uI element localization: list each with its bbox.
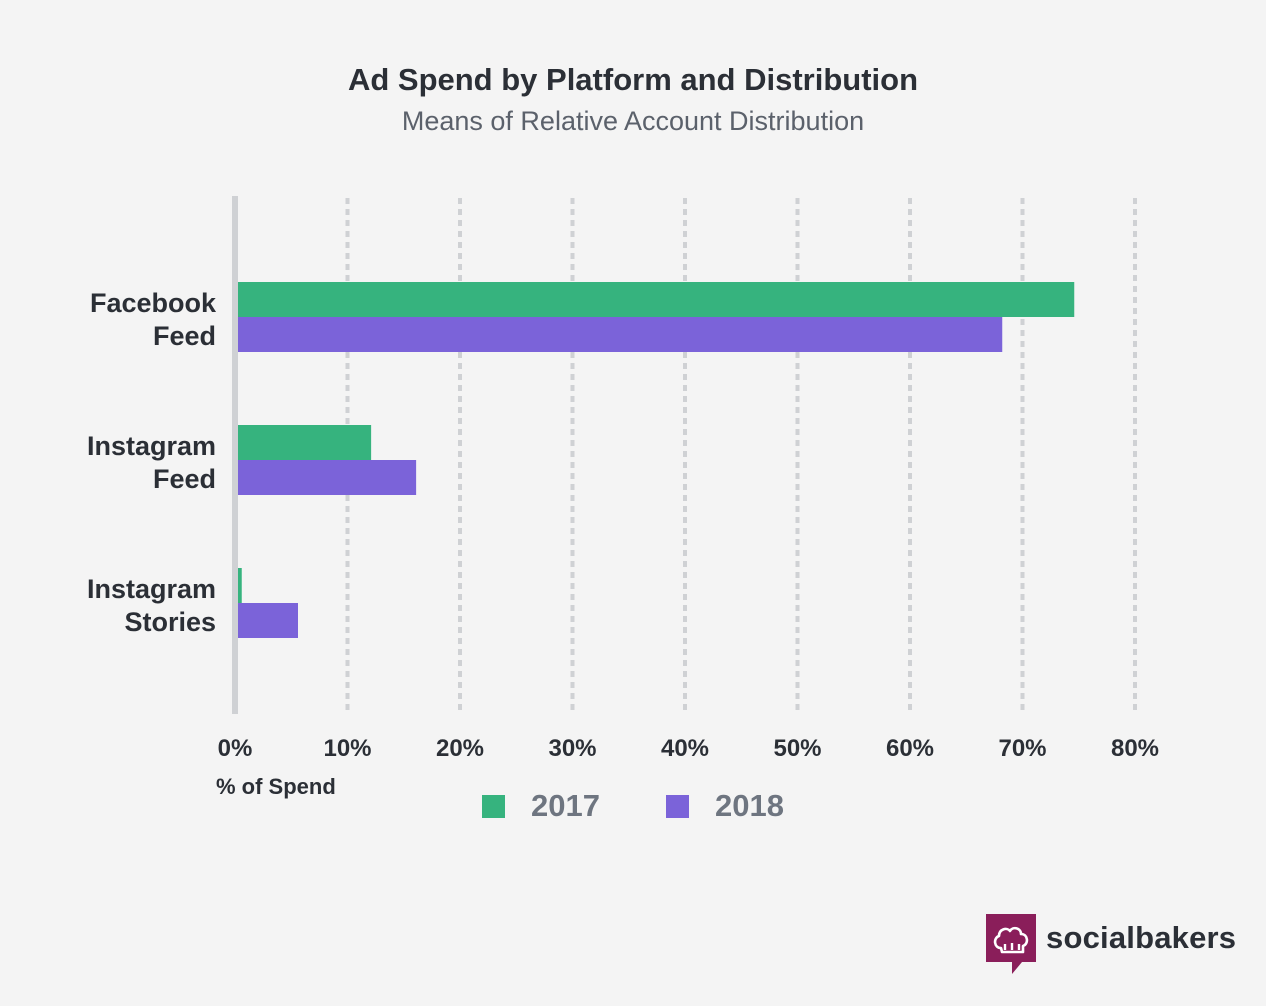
category-label-line: Stories (124, 607, 216, 637)
chart-title: Ad Spend by Platform and Distribution (347, 62, 919, 97)
x-tick-label: 40% (661, 735, 709, 762)
chart-subtitle: Means of Relative Account Distribution (401, 106, 865, 136)
bar-2017[interactable] (238, 282, 1075, 317)
x-axis-label: % of Spend (216, 774, 336, 799)
legend-label-2017: 2017 (531, 788, 600, 823)
category-label: Instagram Feed (87, 431, 216, 494)
chef-hat-icon (986, 914, 1036, 974)
legend: 2017 2018 (0, 788, 1266, 824)
category-label-line: Instagram (87, 574, 216, 604)
bar-2018[interactable] (238, 317, 1003, 352)
brand-name: socialbakers (1046, 920, 1237, 955)
category-label: Instagram Stories (87, 574, 216, 637)
category-label-line: Instagram (87, 431, 216, 461)
x-tick-label: 0% (218, 735, 253, 762)
legend-item-2017[interactable]: 2017 (482, 788, 600, 824)
legend-swatch-2018 (666, 794, 689, 818)
x-tick-label: 20% (436, 735, 484, 762)
category-label-line: Feed (153, 464, 216, 494)
x-tick-label: 60% (886, 735, 934, 762)
legend-item-2018[interactable]: 2018 (666, 788, 784, 824)
x-tick-label: 70% (998, 735, 1046, 762)
bar-2018[interactable] (238, 603, 298, 638)
brand-logo: socialbakers (986, 914, 1236, 976)
x-tick-label: 10% (323, 735, 371, 762)
category-label-line: Feed (153, 321, 216, 351)
category-label-line: Facebook (90, 288, 217, 318)
bars (238, 282, 1075, 638)
legend-swatch-2017 (482, 794, 506, 818)
x-tick-labels: 0% 10% 20% 30% 40% 50% 60% 70% 80% (218, 735, 1159, 762)
bar-2018[interactable] (238, 460, 417, 495)
x-tick-label: 30% (548, 735, 596, 762)
y-axis-line (232, 196, 238, 714)
grid-lines (345, 198, 1137, 712)
bar-2017[interactable] (238, 425, 372, 460)
x-tick-label: 80% (1111, 735, 1159, 762)
category-label: Facebook Feed (90, 288, 217, 351)
bar-2017[interactable] (238, 568, 242, 603)
x-tick-label: 50% (773, 735, 821, 762)
legend-label-2018: 2018 (715, 788, 784, 823)
